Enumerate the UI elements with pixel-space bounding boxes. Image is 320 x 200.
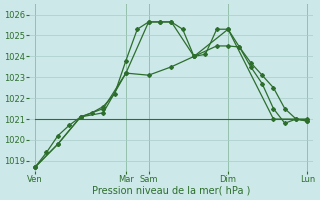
X-axis label: Pression niveau de la mer( hPa ): Pression niveau de la mer( hPa ): [92, 186, 251, 196]
